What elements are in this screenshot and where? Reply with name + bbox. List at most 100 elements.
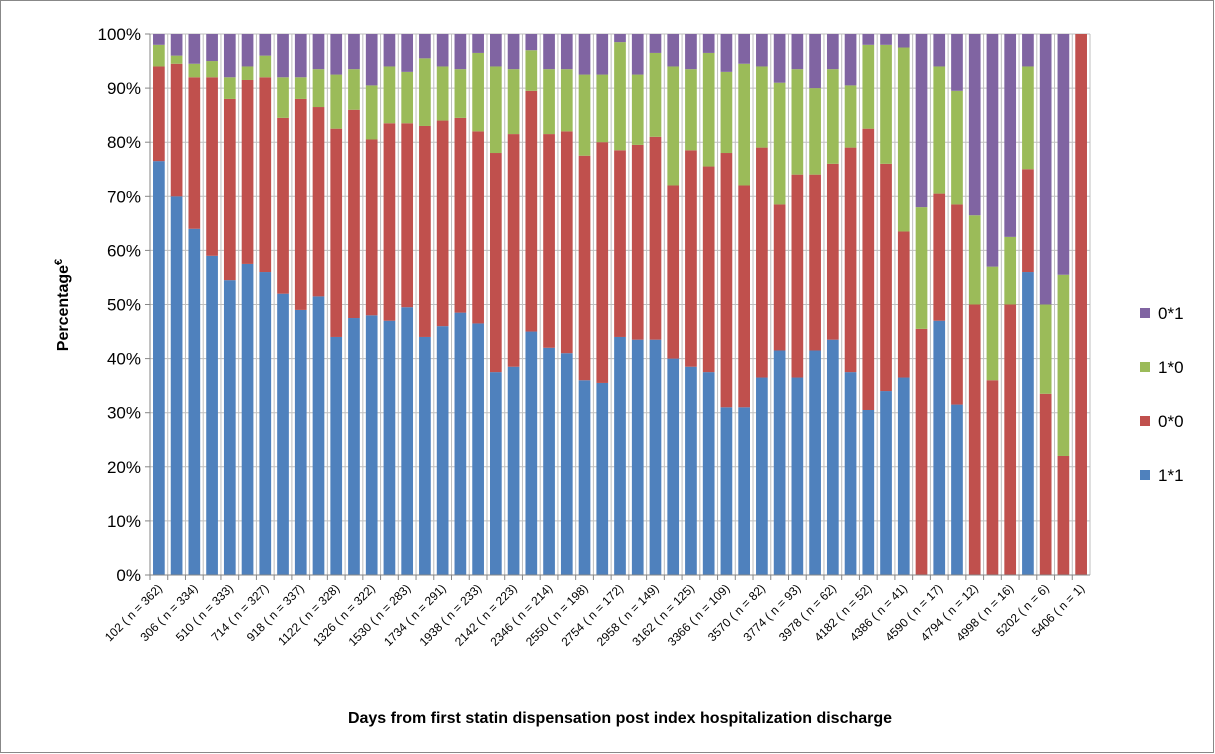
bar-segment	[560, 131, 573, 354]
y-tick-label: 70%	[107, 187, 141, 206]
bar-segment	[330, 336, 343, 575]
bar-segment	[1039, 393, 1052, 575]
bar-segment	[259, 272, 272, 575]
bar-segment	[915, 34, 928, 208]
bar-segment	[241, 66, 254, 80]
bar-segment	[685, 69, 697, 151]
bar-segment	[880, 44, 892, 164]
bar-segment	[454, 312, 467, 575]
bar-segment	[543, 134, 555, 348]
bar-segment	[1039, 34, 1052, 305]
bar-segment	[915, 328, 928, 575]
bar-segment	[862, 44, 875, 129]
bar-segment	[507, 134, 520, 367]
bar-segment	[419, 34, 431, 59]
bar-segment	[348, 34, 360, 70]
y-tick-label: 50%	[107, 296, 141, 315]
bar-segment	[206, 77, 218, 256]
bar-segment	[826, 339, 839, 575]
bar-segment	[826, 163, 839, 340]
bar-segment	[968, 34, 981, 216]
bar-segment	[756, 377, 768, 575]
bar-segment	[1022, 272, 1034, 575]
y-tick-label: 60%	[107, 241, 141, 260]
y-axis-label-superscript: €	[53, 259, 65, 265]
bar-segment	[649, 339, 662, 575]
bar-segment	[525, 90, 538, 332]
bar-segment	[880, 391, 892, 575]
bar-segment	[578, 155, 591, 381]
bar-segment	[773, 204, 786, 351]
bar-segment	[826, 34, 839, 70]
legend-label: 0*0	[1158, 412, 1184, 431]
bar-segment	[454, 117, 467, 313]
bar-segment	[951, 204, 963, 405]
bar-segment	[170, 55, 183, 64]
bar-segment	[844, 147, 857, 373]
bar-segment	[312, 107, 325, 297]
bar-segment	[720, 34, 733, 72]
bar-segment	[667, 358, 680, 575]
bar-segment	[365, 85, 378, 140]
y-tick-label: 40%	[107, 350, 141, 369]
bar-segment	[401, 71, 414, 124]
bar-segment	[933, 34, 946, 67]
bar-segment	[489, 153, 502, 373]
bar-segment	[702, 166, 715, 373]
bar-segment	[525, 50, 538, 91]
bar-segment	[454, 69, 467, 118]
legend-swatch	[1140, 416, 1150, 426]
bar-segment	[791, 69, 804, 175]
bar-segment	[685, 34, 697, 70]
bar-segment	[880, 163, 892, 392]
bar-segment	[578, 34, 591, 75]
bar-segment	[667, 66, 680, 186]
bar-segment	[862, 409, 875, 575]
bar-segment	[472, 131, 484, 324]
bar-segment	[330, 128, 343, 337]
bar-segment	[1057, 34, 1070, 275]
bar-segment	[543, 69, 555, 135]
bar-segment	[153, 161, 165, 575]
bar-segment	[312, 296, 325, 575]
bar-segment	[968, 215, 981, 305]
bar-segment	[419, 125, 431, 337]
bar-segment	[348, 318, 360, 575]
bar-segment	[1004, 34, 1017, 237]
bar-segment	[401, 307, 414, 575]
bar-segment	[472, 34, 484, 53]
bar-segment	[1057, 274, 1070, 456]
bar-segment	[560, 34, 573, 70]
bar-segment	[436, 120, 449, 327]
bar-segment	[525, 34, 538, 51]
bar-segment	[543, 347, 555, 575]
bar-segment	[489, 66, 502, 154]
bar-segment	[756, 147, 768, 378]
bar-segment	[791, 377, 804, 575]
bar-segment	[702, 34, 715, 53]
bar-segment	[738, 34, 751, 64]
bar-segment	[809, 34, 821, 89]
bar-segment	[206, 34, 218, 62]
bar-segment	[188, 34, 201, 64]
bar-segment	[791, 34, 804, 70]
bar-segment	[241, 263, 254, 575]
bar-segment	[685, 150, 697, 367]
bar-segment	[223, 34, 236, 78]
bar-segment	[578, 380, 591, 575]
y-tick-label: 90%	[107, 79, 141, 98]
bar-segment	[809, 88, 821, 175]
bar-segment	[507, 34, 520, 70]
bar-segment	[525, 331, 538, 575]
bar-segment	[773, 34, 786, 83]
bar-segment	[897, 377, 910, 575]
bar-segment	[188, 63, 201, 78]
bar-segment	[294, 98, 307, 310]
bar-segment	[862, 34, 875, 45]
bar-segment	[365, 34, 378, 86]
bar-segment	[631, 34, 644, 75]
bar-segment	[1004, 304, 1017, 575]
legend-label: 0*1	[1158, 304, 1184, 323]
bar-segment	[383, 34, 396, 67]
